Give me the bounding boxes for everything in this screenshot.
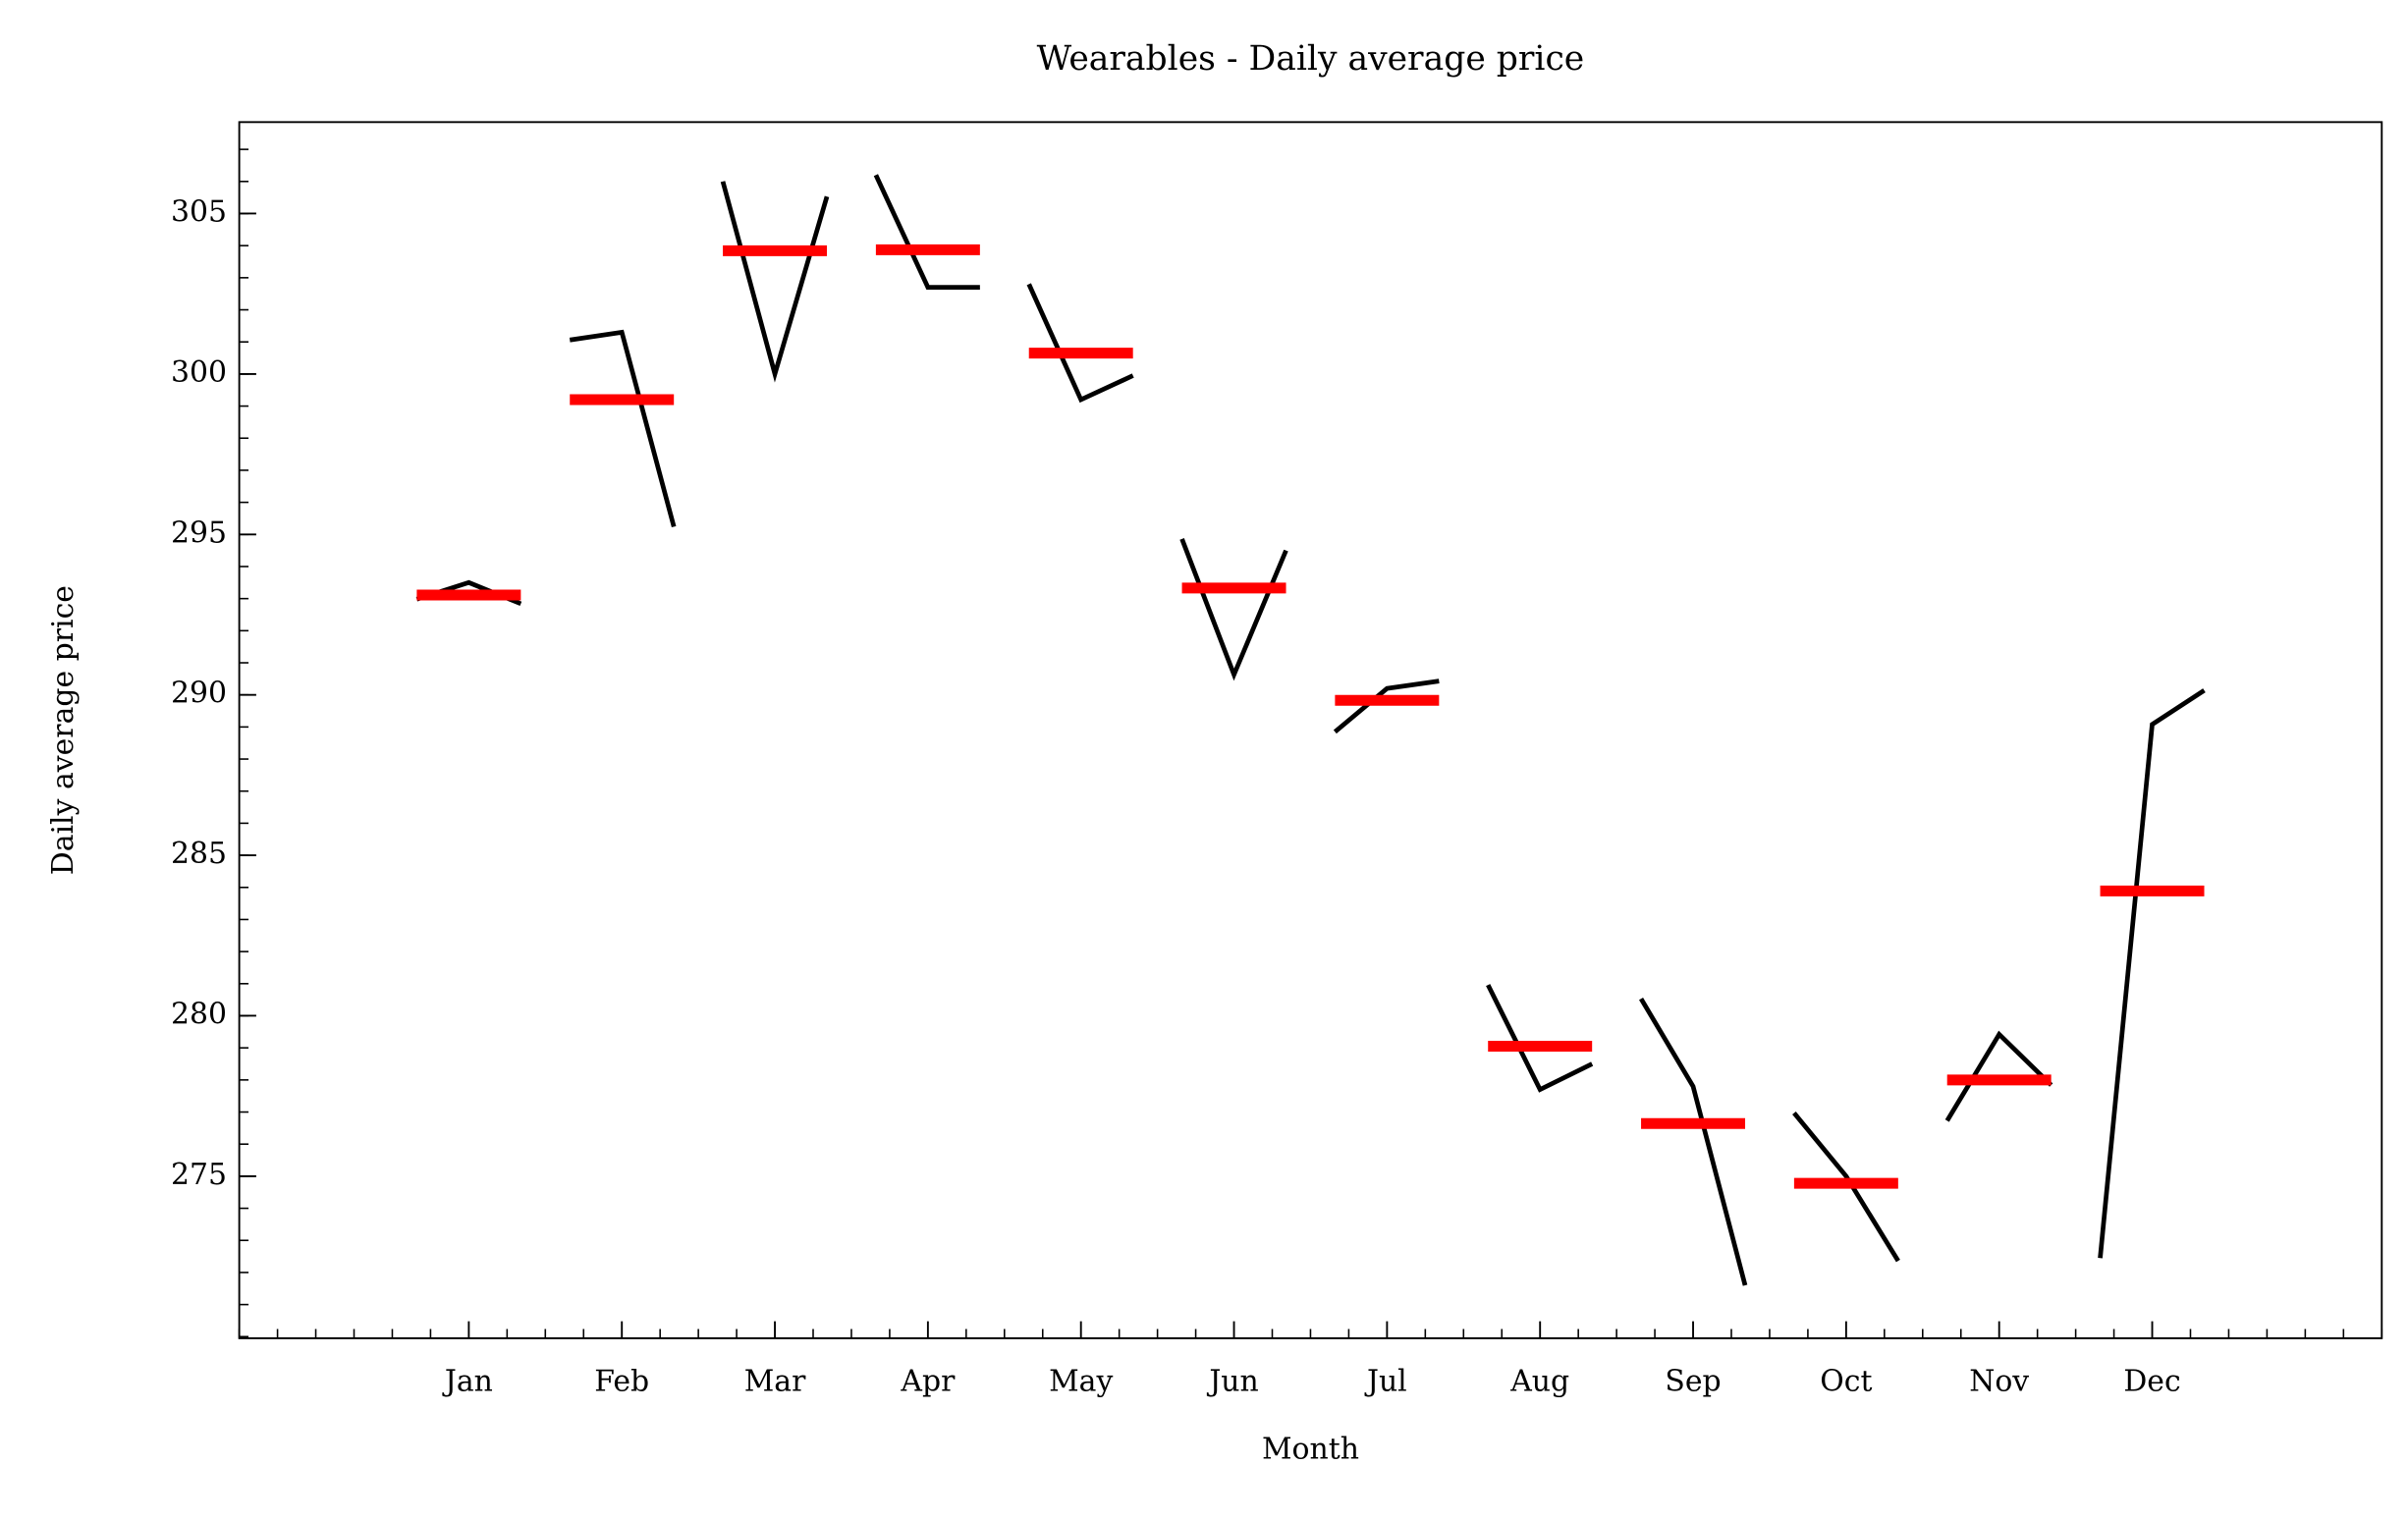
month-line: [720, 181, 830, 383]
month-line: [873, 174, 980, 291]
x-tick-label: Mar: [744, 1365, 806, 1399]
y-tick-label: 275: [171, 1158, 227, 1192]
x-tick-label: Jul: [1364, 1365, 1407, 1399]
y-tick-label: 290: [171, 677, 227, 711]
month-line: [1333, 678, 1440, 734]
month-line: [1026, 283, 1134, 404]
y-axis-label: Daily average price: [46, 585, 81, 875]
x-tick-label: Feb: [594, 1365, 649, 1399]
month-line: [1792, 1112, 1900, 1263]
month-line: [1944, 1030, 2053, 1122]
y-tick-label: 305: [171, 194, 227, 229]
y-tick-label: 285: [171, 837, 227, 871]
y-tick-label: 280: [171, 997, 227, 1031]
x-tick-label: Jan: [442, 1365, 493, 1399]
x-tick-label: Dec: [2123, 1365, 2180, 1399]
y-tick-label: 295: [171, 515, 227, 550]
y-tick-label: 300: [171, 355, 227, 390]
x-tick-label: Oct: [1820, 1365, 1872, 1399]
x-tick-label: Aug: [1509, 1365, 1569, 1399]
x-tick-label: May: [1049, 1365, 1113, 1399]
month-line: [1179, 538, 1288, 681]
chart-title: Wearables - Daily average price: [1037, 39, 1585, 79]
month-line: [2098, 688, 2206, 1259]
plot-frame: [238, 121, 2383, 1339]
month-line: [569, 329, 677, 528]
x-tick-label: Nov: [1969, 1365, 2029, 1399]
month-line: [1486, 984, 1594, 1093]
month-line: [1639, 997, 1748, 1286]
x-tick-label: Sep: [1665, 1365, 1721, 1399]
x-tick-label: Jun: [1206, 1365, 1258, 1399]
x-tick-label: Apr: [900, 1365, 956, 1399]
x-axis-label: Month: [1262, 1433, 1359, 1467]
